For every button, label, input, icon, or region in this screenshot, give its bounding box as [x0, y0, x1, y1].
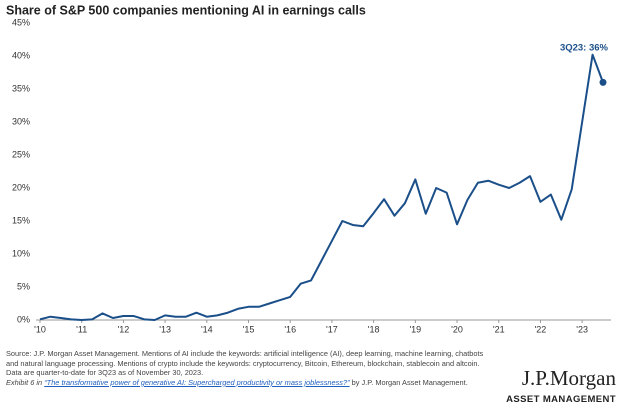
x-tick-label: '18 [368, 324, 380, 334]
footnote: Source: J.P. Morgan Asset Management. Me… [6, 349, 506, 387]
footnote-line: Data are quarter-to-date for 3Q23 as of … [6, 368, 204, 378]
footnote-line: and natural language processing. Mention… [6, 358, 480, 368]
footnote-line: Exhibit 6 in “The transformative power o… [6, 378, 506, 388]
footnote-line: Source: J.P. Morgan Asset Management. Me… [6, 349, 484, 358]
annotation: 3Q23: 36% [560, 43, 609, 54]
y-tick-label: 40% [12, 50, 30, 60]
x-tick-label: '11 [76, 324, 87, 334]
x-tick-label: '19 [409, 324, 421, 334]
x-tick-label: '21 [493, 324, 505, 334]
y-tick-label: 5% [17, 281, 30, 291]
y-tick-label: 20% [12, 182, 30, 192]
logo-tagline: ASSET MANAGEMENT [506, 394, 616, 405]
y-tick-label: 0% [17, 314, 30, 324]
x-tick-label: '16 [284, 324, 296, 334]
x-tick-label: '20 [451, 324, 463, 334]
x-tick-label: '17 [326, 324, 338, 334]
x-tick-label: '14 [201, 324, 213, 334]
x-tick-label: '13 [159, 324, 171, 334]
y-tick-label: 35% [12, 83, 30, 93]
x-tick-label: '15 [243, 324, 255, 334]
link[interactable]: “The transformative power of generative … [44, 377, 350, 387]
y-tick-label: 10% [12, 248, 30, 258]
logo-name: J.P.Morgan [521, 366, 616, 390]
x-tick-label: '10 [34, 324, 46, 334]
exhibit: Exhibit 6 in [6, 377, 45, 387]
x-tick-label: '12 [118, 324, 130, 334]
y-tick-label: 25% [12, 149, 30, 159]
x-tick-label: '22 [535, 324, 547, 334]
y-tick-label: 30% [12, 116, 30, 126]
y-tick-label: 15% [12, 215, 30, 225]
byline: by J.P. Morgan Asset Management. [349, 377, 468, 387]
chart-title: Share of S&P 500 companies mentioning AI… [6, 3, 366, 17]
end-marker [599, 78, 607, 86]
line [39, 53, 604, 321]
y-tick-label: 45% [12, 17, 30, 27]
x-tick-label: '23 [576, 324, 588, 334]
